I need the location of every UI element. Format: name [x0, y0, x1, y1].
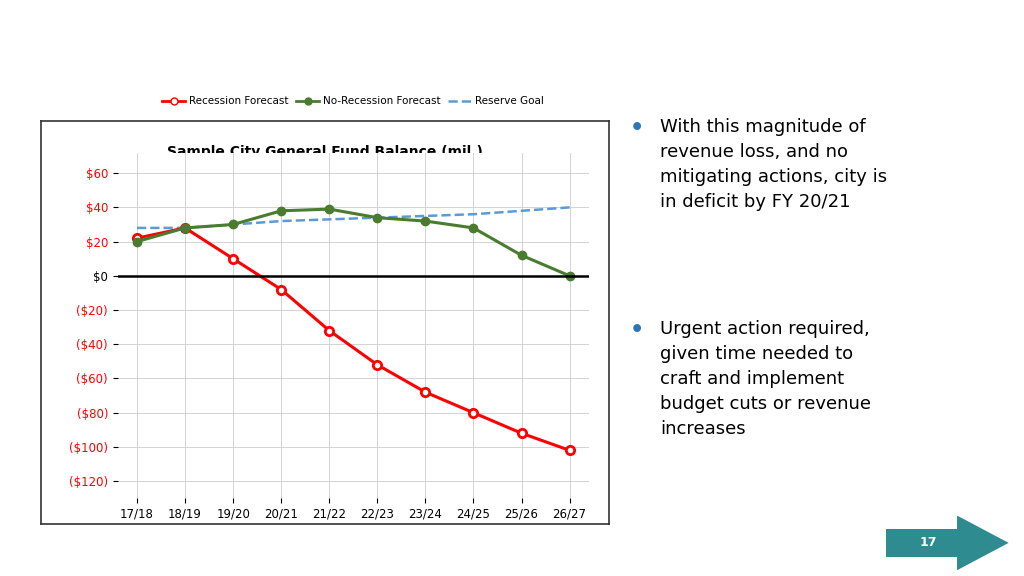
Polygon shape: [957, 516, 1009, 570]
Text: •: •: [630, 320, 644, 340]
Text: With this magnitude of
revenue loss, and no
mitigating actions, city is
in defic: With this magnitude of revenue loss, and…: [660, 118, 888, 211]
Legend: Recession Forecast, No-Recession Forecast, Reserve Goal: Recession Forecast, No-Recession Forecas…: [158, 92, 549, 111]
Polygon shape: [886, 529, 966, 556]
Text: Sample Forecast – After the Covid-19 Recession: Sample Forecast – After the Covid-19 Rec…: [41, 32, 861, 60]
Text: •: •: [630, 118, 644, 138]
Text: 17: 17: [920, 536, 938, 550]
Text: Sample City General Fund Balance (mil.): Sample City General Fund Balance (mil.): [167, 145, 483, 159]
Text: Urgent action required,
given time needed to
craft and implement
budget cuts or : Urgent action required, given time neede…: [660, 320, 871, 438]
